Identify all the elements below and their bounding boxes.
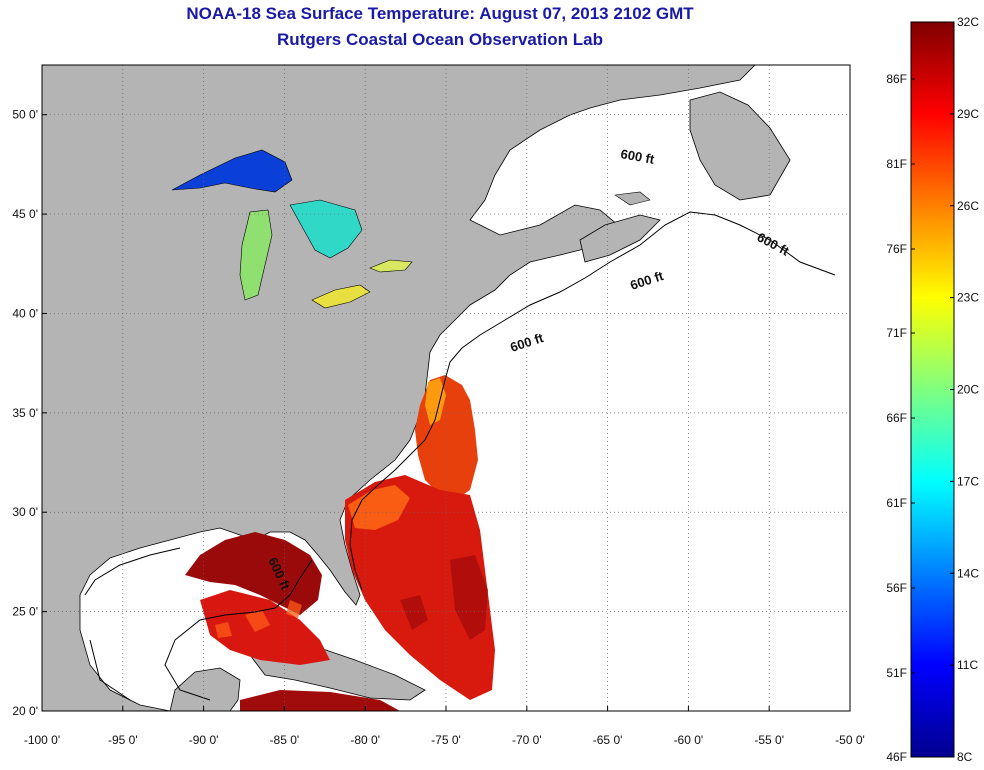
colorbar-celsius-label: 26C xyxy=(957,199,979,213)
isobath-600ft xyxy=(349,211,836,591)
latitude-axis: 50 0' 45 0' 40 0' 35 0' 30 0' 25 0' 20 0' xyxy=(12,108,47,718)
sst-gulf-north xyxy=(185,532,322,615)
isobath-600ft-gulf xyxy=(164,559,313,701)
lon-tick-label: -100 0' xyxy=(24,733,60,747)
lake-erie xyxy=(311,284,371,309)
lat-tick-label: 45 0' xyxy=(12,207,38,221)
lake-ontario xyxy=(369,259,413,273)
isobath-600ft-gulf-west xyxy=(84,547,181,701)
colorbar-celsius-label: 23C xyxy=(957,291,979,305)
lon-tick-label: -60 0' xyxy=(674,733,704,747)
colorbar-fahrenheit-label: 51F xyxy=(886,666,907,680)
isobath-label-gulf-st-lawrence: 600 ft xyxy=(619,146,656,167)
lat-tick-label: 20 0' xyxy=(12,704,38,718)
land-pei xyxy=(614,191,651,206)
land-nova-scotia xyxy=(579,214,661,263)
lake-michigan xyxy=(239,209,273,301)
sst-chesapeake-warm xyxy=(425,378,446,425)
map-title: NOAA-18 Sea Surface Temperature: August … xyxy=(186,4,694,23)
colorbar xyxy=(910,21,955,758)
colorbar-celsius-label: 32C xyxy=(957,15,979,29)
land-newfoundland xyxy=(689,91,791,201)
colorbar-fahrenheit-label: 86F xyxy=(886,72,907,86)
lon-tick-label: -85 0' xyxy=(270,733,300,747)
colorbar-labels: 32C 29C 26C 23C 20C 17C 14C 11C 8C 86F 81F 76F 71F 66… xyxy=(886,15,979,764)
sst-atlantic-deep-red xyxy=(400,555,488,640)
sst-caribbean xyxy=(240,690,400,711)
lon-tick-label: -90 0' xyxy=(189,733,219,747)
colorbar-fahrenheit-label: 81F xyxy=(886,157,907,171)
lat-tick-label: 30 0' xyxy=(12,505,38,519)
sst-gulf-warm-spots xyxy=(215,600,302,638)
lon-tick-label: -75 0' xyxy=(431,733,461,747)
colorbar-fahrenheit-label: 46F xyxy=(886,750,907,764)
colorbar-celsius-label: 20C xyxy=(957,383,979,397)
map-subtitle: Rutgers Coastal Ocean Observation Lab xyxy=(277,30,603,49)
land-north-america xyxy=(42,65,756,711)
lake-huron xyxy=(289,199,363,259)
sst-atlantic-south xyxy=(345,475,495,700)
lon-tick-label: -70 0' xyxy=(512,733,542,747)
map-grid xyxy=(42,65,850,711)
lon-tick-label: -55 0' xyxy=(754,733,784,747)
colorbar-celsius-label: 14C xyxy=(957,566,979,580)
lon-tick-label: -50 0' xyxy=(835,733,865,747)
colorbar-fahrenheit-label: 76F xyxy=(886,242,907,256)
sst-gulf-south xyxy=(200,590,330,665)
colorbar-fahrenheit-label: 66F xyxy=(886,411,907,425)
lat-tick-label: 40 0' xyxy=(12,306,38,320)
colorbar-fahrenheit-label: 71F xyxy=(886,326,907,340)
lat-tick-label: 35 0' xyxy=(12,406,38,420)
sst-atlantic-orange xyxy=(348,485,410,530)
colorbar-celsius-label: 17C xyxy=(957,474,979,488)
lat-tick-label: 25 0' xyxy=(12,605,38,619)
lon-tick-label: -65 0' xyxy=(593,733,623,747)
colorbar-fahrenheit-label: 61F xyxy=(886,496,907,510)
colorbar-celsius-label: 8C xyxy=(957,750,973,764)
lat-tick-label: 50 0' xyxy=(12,108,38,122)
longitude-axis: -100 0' -95 0' -90 0' -85 0' -80 0' -75 0' -70… xyxy=(24,706,865,747)
colorbar-fahrenheit-label: 56F xyxy=(886,581,907,595)
colorbar-celsius-label: 11C xyxy=(957,658,978,672)
lon-tick-label: -80 0' xyxy=(350,733,380,747)
lake-superior xyxy=(171,149,293,193)
colorbar-celsius-label: 29C xyxy=(957,107,979,121)
lon-tick-label: -95 0' xyxy=(108,733,138,747)
